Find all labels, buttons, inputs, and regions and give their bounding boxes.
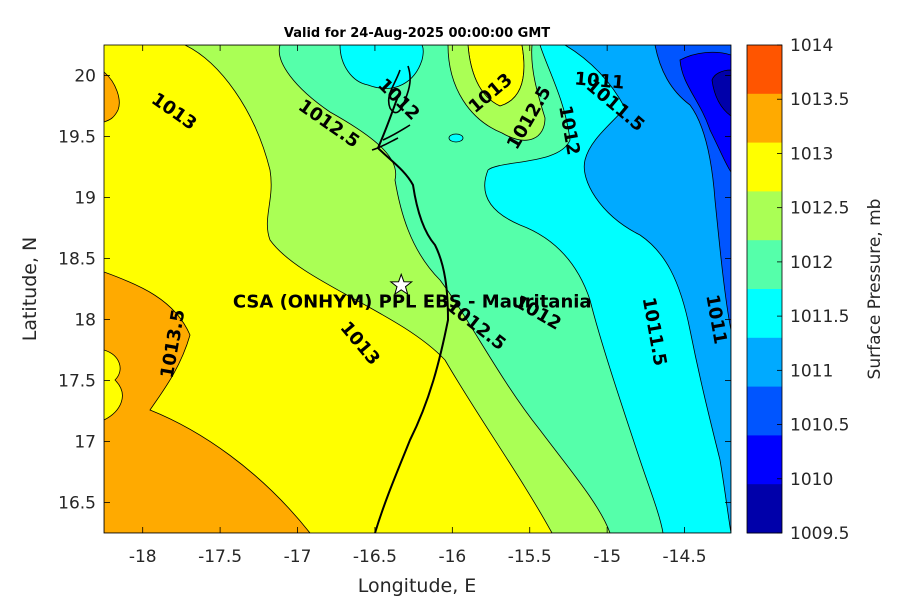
y-axis-label: Latitude, N — [19, 237, 41, 342]
y-tick-label: 18 — [74, 311, 96, 331]
island-contour — [448, 133, 464, 143]
y-tick-label: 20 — [74, 67, 96, 87]
y-axis-ticks: 20 19.5 19 18.5 18 17.5 17 16.5 — [58, 67, 731, 514]
band-1012.5-bulge — [447, 45, 546, 141]
y-tick-label: 17.5 — [58, 372, 96, 392]
contour-label: 1011 — [574, 68, 626, 93]
colorbar-tick-label: 1012.5 — [790, 199, 849, 219]
colorbar: 1014 1013.5 1013 1012.5 1012 1011.5 1011 1010.5… — [746, 36, 849, 544]
band-1013.5-south — [104, 271, 311, 533]
colorbar-segment — [747, 337, 782, 388]
colorbar-frame — [746, 44, 783, 534]
colorbar-segment — [747, 191, 782, 241]
colorbar-segment — [747, 435, 782, 485]
band-1011.5-north-pocket — [339, 45, 424, 89]
x-tick-label: -16.5 — [353, 547, 397, 567]
y-tick-label: 16.5 — [58, 494, 96, 514]
x-tick-label: -17.5 — [198, 547, 242, 567]
pressure-field — [104, 45, 731, 533]
site-star-icon — [389, 272, 414, 296]
plot-frame — [103, 44, 732, 534]
colorbar-segment — [747, 142, 782, 192]
bay-islands — [371, 65, 411, 151]
map-title: Valid for 24-Aug-2025 00:00:00 GMT — [284, 26, 550, 41]
x-tick-label: -15 — [593, 547, 621, 567]
colorbar-segment — [747, 93, 782, 144]
colorbar-label: Surface Pressure, mb — [865, 199, 885, 380]
x-tick-label: -17 — [284, 547, 312, 567]
y-tick-label: 18.5 — [58, 250, 96, 270]
colorbar-tick-label: 1009.5 — [790, 524, 849, 544]
y-tick-label: 19.5 — [58, 128, 96, 148]
x-axis-ticks: -18 -17.5 -17 -16.5 -16 -15.5 -15 -14.5 — [129, 45, 707, 567]
colorbar-tick-label: 1010.5 — [790, 416, 849, 436]
x-tick-label: -16 — [438, 547, 466, 567]
colorbar-tick-label: 1014 — [790, 36, 833, 56]
x-tick-label: -18 — [129, 547, 157, 567]
colorbar-tick-label: 1010 — [790, 470, 833, 490]
colorbar-segment — [747, 289, 782, 339]
y-tick-label: 17 — [74, 433, 96, 453]
colorbar-segment — [747, 240, 782, 290]
colorbar-tick-label: 1011 — [790, 361, 833, 381]
colorbar-tick-label: 1013 — [790, 144, 833, 164]
site-marker-group: CSA (ONHYM) PPL EBS - Mauritania — [233, 272, 592, 312]
coastline — [374, 95, 450, 533]
x-axis-label: Longitude, E — [358, 575, 477, 597]
colorbar-segment — [747, 45, 782, 95]
x-tick-label: -15.5 — [508, 547, 552, 567]
band-1009.5 — [711, 69, 731, 117]
colorbar-segment — [747, 386, 782, 436]
colorbar-segment — [747, 484, 782, 534]
x-tick-label: -14.5 — [663, 547, 707, 567]
site-label: CSA (ONHYM) PPL EBS - Mauritania — [233, 291, 592, 312]
band-1011 — [564, 45, 731, 533]
colorbar-tick-label: 1011.5 — [790, 307, 849, 327]
colorbar-tick-label: 1013.5 — [790, 90, 849, 110]
y-tick-label: 19 — [74, 189, 96, 209]
band-1013.5-north — [104, 71, 120, 123]
colorbar-tick-label: 1012 — [790, 253, 833, 273]
